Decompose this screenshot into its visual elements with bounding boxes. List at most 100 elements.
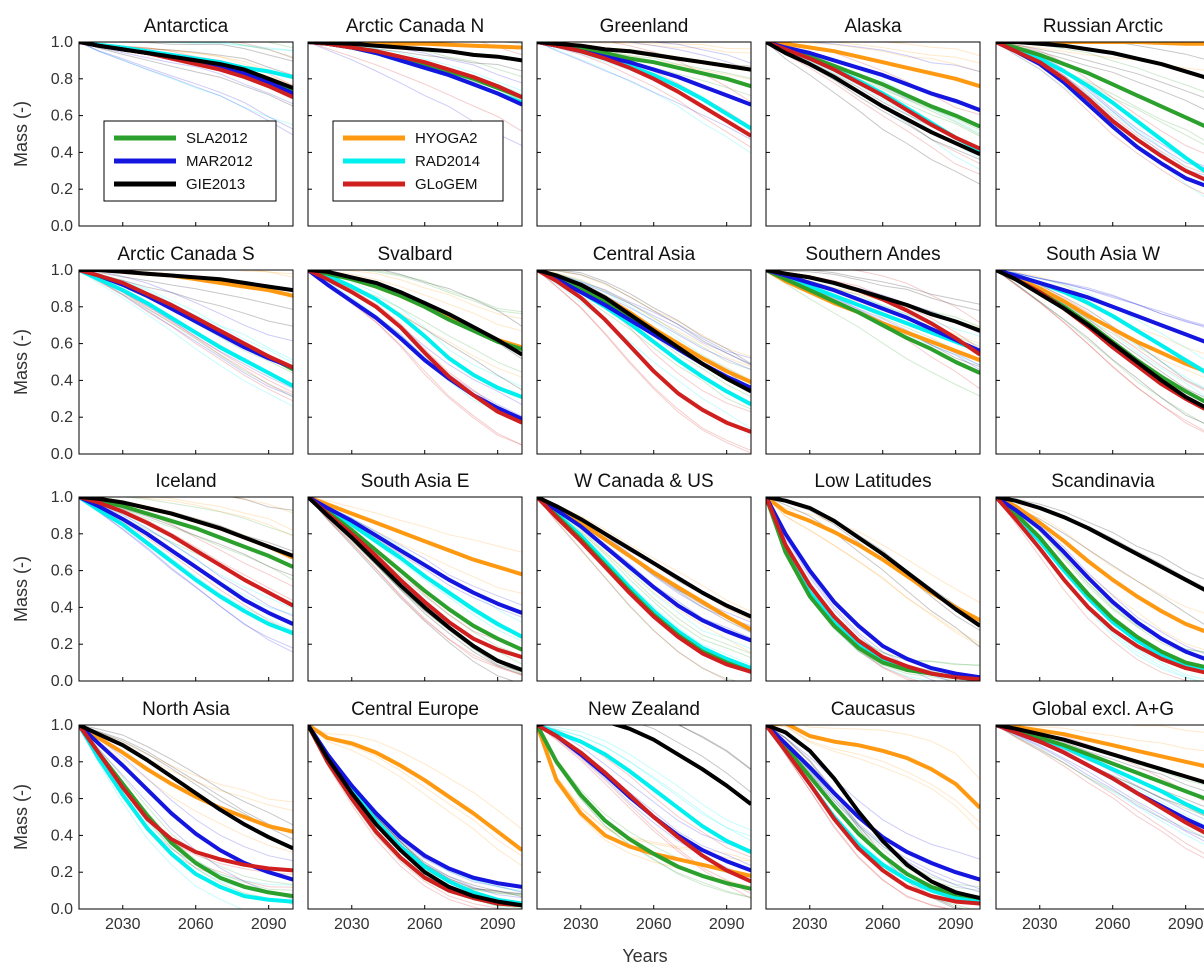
mean-line-sla2012 [79,497,293,569]
axes-frame [536,724,752,910]
ensemble-line-mar2012 [79,42,293,136]
y-tick-label: 0.2 [51,181,73,198]
mean-line-sla2012 [766,270,980,375]
ensemble-line-gie2013 [537,725,751,793]
ensemble-line-glogem [537,497,733,681]
panel-iceland: Iceland 0.0 0.2 0.4 0.6 0.8 1.0 Mass (-) [11,471,294,690]
ensemble-line-mar2012 [996,270,1204,327]
axes-frame [765,41,981,227]
ensemble-line-gie2013 [308,270,522,327]
panel-title: New Zealand [588,699,700,720]
y-tick-label: 0.8 [51,71,73,88]
ensemble-line-gie2013 [996,497,1204,580]
ensemble-line-rad2014 [537,725,751,837]
y-tick-label: 0.4 [51,599,73,616]
y-axis-label: Mass (-) [11,101,31,167]
ensemble-line-glogem [308,497,522,676]
ensemble-line-glogem [766,725,953,909]
panel-lines [766,725,980,909]
ensemble-line-mar2012 [79,497,293,653]
ensemble-line-gie2013 [537,270,751,365]
y-tick-label: 1.0 [51,34,73,51]
ensemble-line-glogem [996,725,1204,855]
panel-lines [996,42,1204,198]
ensemble-line-mar2012 [537,42,751,64]
mean-line-hyoga2 [996,270,1204,373]
ensemble-line-hyoga2 [79,497,293,514]
panel-arctic-canada-n: Arctic Canada N [307,16,523,227]
mean-line-sla2012 [308,497,522,652]
mean-line-glogem [308,42,522,100]
ensemble-line-sla2012 [79,270,293,398]
ensemble-line-hyoga2 [537,42,751,50]
ensemble-line-hyoga2 [537,725,751,861]
mean-line-rad2014 [766,270,980,353]
panel-lines [996,725,1204,859]
ensemble-line-mar2012 [79,270,293,397]
legend-label-sla2012: SLA2012 [186,130,248,147]
mean-line-gie2013 [308,497,522,672]
mean-line-rad2014 [537,497,751,670]
ensemble-line-gie2013 [996,42,1204,110]
x-tick-label: 2090 [709,916,745,933]
mean-line-gie2013 [308,725,522,908]
mean-line-rad2014 [766,725,980,904]
ensemble-line-mar2012 [79,497,293,649]
axes-frame [536,41,752,227]
ensemble-line-glogem [996,42,1204,154]
y-tick-label: 0.2 [51,409,73,426]
x-tick-label: 2090 [1168,916,1204,933]
ensemble-line-gie2013 [766,497,980,648]
ensemble-line-mar2012 [537,42,751,141]
mean-line-rad2014 [537,725,751,854]
mean-line-glogem [79,497,293,608]
ensemble-line-glogem [996,270,1204,433]
ensemble-line-gie2013 [537,270,751,366]
ensemble-line-hyoga2 [996,725,1204,733]
mean-line-hyoga2 [308,42,522,50]
x-tick-label: 2060 [407,916,443,933]
panel-title: Iceland [155,471,216,492]
ensemble-line-glogem [537,42,751,103]
axes-frame [78,496,294,682]
panel-south-asia-e: South Asia E [307,471,523,682]
ensemble-line-sla2012 [766,725,980,891]
panel-title: Global excl. A+G [1032,699,1174,720]
ensemble-line-hyoga2 [766,497,980,647]
ensemble-line-mar2012 [79,497,293,617]
panel-lines [79,42,293,136]
panel-lines [308,270,522,446]
ensemble-line-sla2012 [766,270,980,397]
mean-line-glogem [996,497,1204,675]
mean-line-gie2013 [537,497,751,619]
panel-lines [537,725,751,899]
mean-line-hyoga2 [996,497,1204,634]
ensemble-line-hyoga2 [79,270,293,278]
mean-line-hyoga2 [79,725,293,834]
mean-line-glogem [308,497,522,660]
ensemble-line-mar2012 [996,497,1204,660]
ensemble-line-gie2013 [537,725,751,770]
ensemble-line-hyoga2 [537,42,751,54]
y-tick-label: 0.2 [51,864,73,881]
y-tick-label: 0.6 [51,563,73,580]
panel-lines [537,497,751,681]
ensemble-line-glogem [537,270,751,452]
mean-line-hyoga2 [996,725,1204,768]
ensemble-line-sla2012 [79,42,293,58]
mean-line-gie2013 [996,270,1204,409]
ensemble-line-sla2012 [537,270,751,370]
mean-line-mar2012 [996,497,1204,661]
ensemble-line-glogem [537,42,751,148]
y-tick-label: 0.8 [51,754,73,771]
x-tick-label: 2090 [251,916,287,933]
mean-line-rad2014 [79,725,293,904]
ensemble-line-gie2013 [308,270,522,391]
panel-lines [766,42,980,185]
panel-antarctica: Antarctica 0.0 0.2 0.4 0.6 0.8 1.0 Mass (-) [11,16,294,235]
panel-lines [79,725,293,909]
mean-line-glogem [537,497,751,674]
ensemble-line-hyoga2 [766,497,980,644]
x-tick-label: 2030 [105,916,141,933]
panel-scandinavia: Scandinavia [995,471,1204,682]
